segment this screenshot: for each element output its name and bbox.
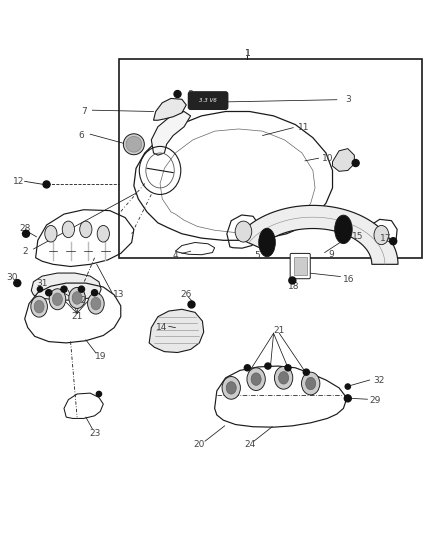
Circle shape [285, 365, 291, 371]
Circle shape [46, 289, 52, 296]
Bar [293, 257, 307, 275]
Text: 6: 6 [78, 131, 85, 140]
Circle shape [78, 286, 85, 292]
Circle shape [344, 395, 351, 402]
Ellipse shape [259, 228, 276, 257]
Text: 21: 21 [71, 312, 83, 321]
Text: 2: 2 [22, 247, 28, 256]
Text: 14: 14 [155, 323, 167, 332]
Ellipse shape [53, 293, 63, 305]
Ellipse shape [31, 296, 47, 317]
Ellipse shape [124, 134, 145, 155]
Ellipse shape [306, 377, 316, 390]
Ellipse shape [97, 225, 110, 242]
Circle shape [352, 159, 359, 166]
Bar [119, 59, 422, 258]
FancyBboxPatch shape [188, 92, 228, 109]
Ellipse shape [335, 215, 352, 244]
Ellipse shape [126, 136, 142, 152]
Circle shape [96, 391, 102, 397]
Text: 13: 13 [113, 290, 124, 300]
Ellipse shape [374, 225, 389, 245]
Ellipse shape [247, 368, 265, 391]
Text: 10: 10 [321, 154, 333, 163]
Text: 28: 28 [19, 223, 30, 232]
Ellipse shape [279, 372, 289, 384]
Circle shape [345, 384, 350, 389]
FancyBboxPatch shape [290, 253, 310, 279]
Text: 18: 18 [287, 281, 299, 290]
Polygon shape [237, 205, 398, 264]
Text: 1: 1 [244, 49, 250, 58]
Text: 3: 3 [345, 95, 351, 104]
Text: 32: 32 [374, 376, 385, 385]
Ellipse shape [49, 289, 66, 310]
Ellipse shape [251, 373, 261, 385]
Text: 9: 9 [329, 250, 335, 259]
Ellipse shape [226, 382, 236, 394]
Ellipse shape [69, 287, 85, 309]
Text: 29: 29 [369, 397, 381, 406]
Circle shape [188, 301, 195, 308]
Polygon shape [151, 111, 191, 155]
Polygon shape [149, 309, 204, 352]
Circle shape [265, 363, 271, 369]
Text: 15: 15 [352, 232, 363, 241]
Ellipse shape [45, 225, 57, 242]
Circle shape [174, 91, 181, 98]
Text: 20: 20 [194, 440, 205, 449]
Ellipse shape [301, 372, 320, 395]
Text: 22: 22 [76, 296, 87, 305]
Text: 1: 1 [244, 49, 250, 58]
Circle shape [289, 277, 296, 284]
Text: 4: 4 [173, 251, 178, 260]
Circle shape [43, 181, 50, 188]
Ellipse shape [88, 293, 104, 314]
Circle shape [244, 365, 251, 371]
Circle shape [303, 369, 309, 375]
Ellipse shape [91, 297, 101, 310]
Text: 5: 5 [254, 251, 260, 260]
Circle shape [92, 289, 98, 296]
Polygon shape [153, 99, 186, 120]
Ellipse shape [275, 367, 293, 389]
Text: 8: 8 [188, 91, 194, 100]
Text: 16: 16 [343, 274, 355, 284]
Circle shape [37, 287, 42, 292]
Ellipse shape [34, 301, 44, 313]
Ellipse shape [222, 376, 240, 399]
Polygon shape [31, 273, 101, 300]
Text: 19: 19 [95, 351, 106, 360]
Text: 12: 12 [12, 177, 24, 186]
Text: 17: 17 [380, 233, 392, 243]
Polygon shape [332, 149, 354, 171]
Text: 11: 11 [298, 123, 310, 132]
Circle shape [14, 280, 21, 287]
Circle shape [390, 238, 397, 245]
Ellipse shape [62, 221, 74, 238]
Text: 7: 7 [81, 107, 87, 116]
Text: 31: 31 [36, 279, 48, 288]
Circle shape [61, 286, 67, 292]
Text: 21: 21 [274, 326, 285, 335]
Text: 26: 26 [180, 290, 192, 299]
Ellipse shape [80, 221, 92, 238]
Ellipse shape [72, 292, 82, 304]
Circle shape [22, 230, 29, 237]
Text: 24: 24 [245, 440, 256, 449]
Text: 3.3 V6: 3.3 V6 [199, 98, 217, 103]
Text: 30: 30 [6, 273, 18, 282]
Ellipse shape [235, 221, 252, 242]
Text: 23: 23 [89, 429, 100, 438]
